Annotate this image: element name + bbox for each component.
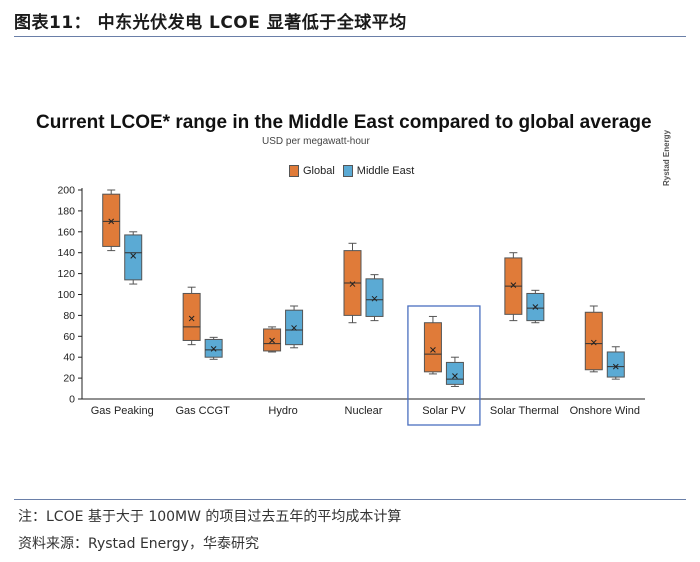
x-tick-label-gas-peaking: Gas Peaking: [91, 405, 154, 417]
y-tick-label: 160: [57, 226, 75, 238]
x-tick-label-onshore-wind: Onshore Wind: [570, 405, 640, 417]
source-note: 资料来源：Rystad Energy，华泰研究: [18, 536, 259, 552]
mean-marker-global-nuclear: [349, 281, 356, 287]
y-tick-label: 20: [63, 373, 75, 385]
box-global-gas-ccgt: [182, 292, 201, 341]
mean-marker-middle-east-solar-thermal: [532, 304, 539, 310]
mean-marker-global-onshore-wind: [590, 339, 597, 346]
chart-title: Current LCOE* range in the Middle East c…: [36, 112, 652, 133]
mean-marker-middle-east-hydro: [291, 325, 297, 331]
mean-marker-global-gas-ccgt: [188, 315, 195, 322]
x-tick-label-solar-pv: Solar PV: [422, 405, 466, 417]
mean-marker-middle-east-onshore-wind: [612, 363, 619, 370]
y-tick-label: 80: [63, 310, 75, 322]
legend-label-middle-east: Middle East: [356, 165, 415, 177]
legend-label-global: Global: [303, 165, 335, 177]
legend: Global Middle East: [289, 165, 422, 177]
box-middle-east-gas-peaking: [124, 234, 143, 281]
box-global-onshore-wind: [584, 311, 603, 371]
box-global-gas-peaking: [102, 193, 121, 247]
box-middle-east-nuclear: [365, 278, 384, 317]
y-tick-label: 140: [57, 247, 75, 259]
y-tick-label: 40: [63, 352, 75, 364]
box-middle-east-onshore-wind: [606, 351, 625, 378]
y-tick-label: 200: [57, 185, 75, 197]
mean-marker-middle-east-nuclear: [371, 295, 378, 302]
box-middle-east-solar-pv: [445, 361, 464, 385]
bottom-divider: [14, 499, 686, 500]
y-tick-label: 0: [69, 394, 75, 406]
highlight-box-solar-pv: [407, 305, 481, 426]
figure-title: 图表11： 中东光伏发电 LCOE 显著低于全球平均: [14, 13, 407, 33]
mean-marker-global-solar-pv: [430, 347, 436, 353]
legend-item-middle-east: Middle East: [342, 165, 415, 177]
x-tick-label-hydro: Hydro: [268, 405, 297, 417]
legend-swatch-middle-east: [342, 165, 353, 177]
x-tick-label-gas-ccgt: Gas CCGT: [175, 405, 230, 417]
x-tick-label-nuclear: Nuclear: [345, 405, 383, 417]
box-global-solar-pv: [423, 322, 442, 373]
chart-subtitle: USD per megawatt-hour: [262, 136, 370, 147]
y-tick-label: 180: [57, 205, 75, 217]
mean-marker-global-hydro: [269, 337, 275, 344]
mean-marker-middle-east-gas-ccgt: [210, 345, 217, 352]
footnote: 注：LCOE 基于大于 100MW 的项目过去五年的平均成本计算: [18, 509, 402, 525]
mean-marker-middle-east-solar-pv: [452, 373, 458, 379]
mean-marker-global-solar-thermal: [510, 282, 517, 288]
top-divider: [14, 36, 686, 37]
mean-marker-global-gas-peaking: [108, 218, 115, 225]
y-tick-label: 60: [63, 331, 75, 343]
y-tick-label: 100: [57, 289, 75, 301]
legend-item-global: Global: [289, 165, 335, 177]
y-tick-label: 120: [57, 268, 75, 280]
legend-swatch-global: [289, 165, 299, 177]
x-tick-label-solar-thermal: Solar Thermal: [490, 405, 559, 417]
mean-marker-middle-east-gas-peaking: [130, 252, 137, 259]
